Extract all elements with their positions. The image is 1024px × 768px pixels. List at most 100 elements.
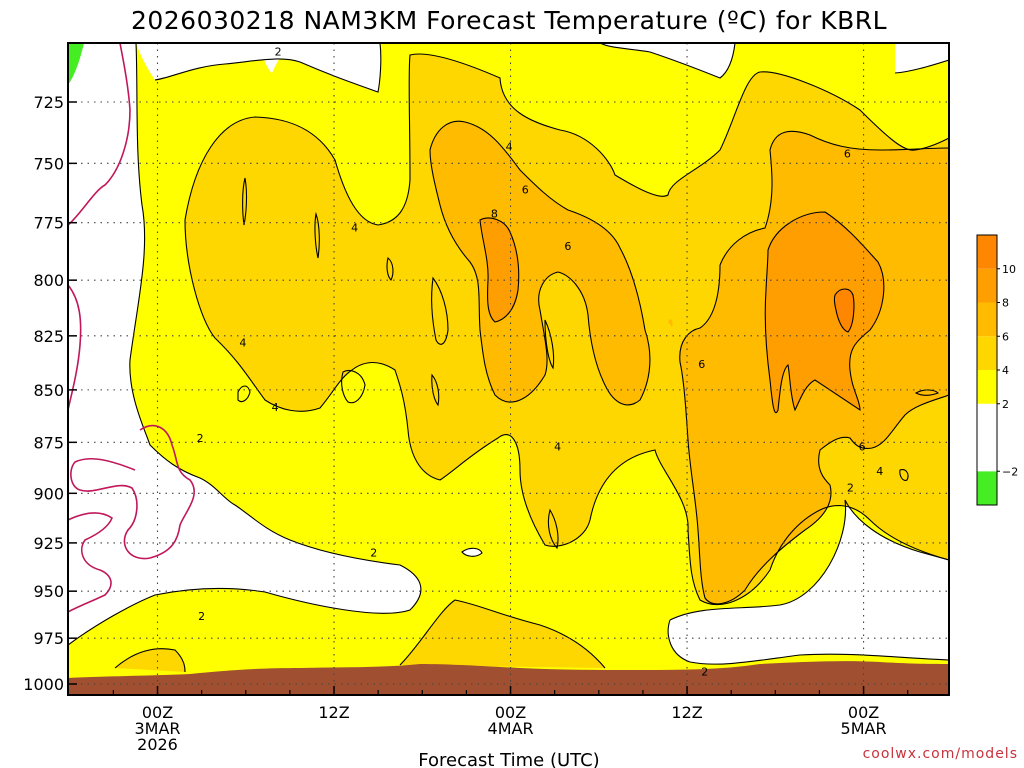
isotherm-small-d: [431, 276, 449, 345]
isotherm-2-speck: [461, 547, 483, 557]
region-below-2-speck: [462, 548, 482, 557]
isotherm-4-bottom: [399, 599, 606, 669]
terrain-surface: [68, 661, 949, 695]
isotherm-2-bottom: [667, 619, 949, 665]
region-10-12-right: [834, 289, 854, 332]
isotherm-6-right: [719, 130, 949, 266]
y-tick-label: 825: [33, 327, 64, 346]
y-tick-label: 925: [33, 534, 64, 553]
y-tick-label: 725: [33, 93, 64, 112]
color-legend: 10 8 6 4 2 −2: [976, 234, 1018, 506]
legend-label: 6: [1002, 330, 1009, 343]
contour-label: 2: [198, 610, 205, 623]
y-tick-label: 950: [33, 582, 64, 601]
contour-label: 6: [698, 358, 705, 371]
contour-label: 4: [506, 140, 513, 153]
isotherm-4-left: [184, 53, 949, 226]
region-below-2-top-b: [130, 43, 381, 92]
y-tick-label: 800: [33, 271, 64, 290]
x-tick-label: 00Z: [495, 703, 526, 722]
legend-swatch: [977, 268, 997, 303]
x-tick-label: 00Z: [142, 703, 173, 722]
isotherm-6-right-lower: [679, 264, 949, 605]
contour-label: 6: [844, 148, 851, 161]
y-tick-label: 900: [33, 484, 64, 503]
legend-label: 8: [1002, 297, 1009, 310]
contour-label: 4: [239, 336, 246, 349]
region-4-6-bottom-left: [115, 648, 185, 672]
isotherm-2-top-d: [894, 59, 949, 74]
contour-label: 8: [491, 207, 498, 220]
y-tick-label: 875: [33, 433, 64, 452]
contour-label: 2: [370, 547, 377, 560]
zero-isotherm-bottom: [68, 512, 113, 613]
y-tick-label: 850: [33, 381, 64, 400]
x-tick-label: 2026: [137, 735, 178, 754]
zero-isotherm-mid: [68, 284, 82, 411]
isotherm-6-mid: [429, 120, 651, 406]
legend-label: 2: [1002, 398, 1009, 411]
plot-area: [68, 43, 949, 695]
isotherm-small-f: [341, 369, 366, 404]
legend-label: −2: [1002, 465, 1018, 478]
region-below-2-right: [668, 500, 949, 665]
legend-swatch: [977, 235, 997, 269]
region-6-8-speck-a: [668, 319, 673, 327]
isotherm-4-bottom-left: [114, 648, 186, 673]
region-below-minus2: [68, 43, 84, 85]
contour-label: 6: [564, 240, 571, 253]
legend-swatch: [977, 471, 997, 505]
credit-text: coolwx.com/models: [863, 746, 1018, 762]
zero-isotherm: [68, 43, 195, 613]
isotherm-10-right: [833, 288, 855, 333]
y-tick-label: 975: [33, 629, 64, 648]
grid-lines: [68, 43, 949, 695]
legend-swatch: [977, 403, 997, 472]
x-tick-label: 5MAR: [841, 719, 887, 738]
region-4-6-bottom: [400, 600, 605, 668]
legend-label: 10: [1002, 263, 1016, 276]
contour-label: 2: [847, 481, 854, 494]
legend-label: 4: [1002, 364, 1009, 377]
legend-swatch: [977, 336, 997, 370]
isotherm-2-top: [154, 43, 382, 93]
legend-swatch: [977, 370, 997, 404]
y-tick-label: 1000: [23, 675, 64, 694]
contour-label: 4: [876, 465, 883, 478]
isotherm-2-left: [68, 43, 422, 646]
isotherm-small-b: [314, 211, 320, 259]
plot-frame: [67, 42, 950, 696]
isotherm-small-j: [899, 469, 909, 481]
region-below-2-left: [68, 43, 421, 645]
legend-swatch: [977, 302, 997, 337]
isotherm-8-right: [764, 211, 885, 413]
isotherm-small-e: [544, 319, 555, 370]
contour-label: 2: [275, 45, 282, 58]
isotherm-4-lower: [184, 219, 949, 606]
region-below-2-top-c: [600, 43, 735, 78]
contour-label: 4: [351, 221, 358, 234]
isotherm-8-mid: [479, 217, 520, 323]
x-axis-title: Forecast Time (UTC): [418, 750, 599, 768]
x-tick-label: 12Z: [318, 703, 349, 722]
isotherm-small-h: [431, 373, 440, 407]
isotherm-small-a: [242, 177, 248, 226]
region-below-2-top-d: [895, 43, 949, 73]
isotherm-2-top-c: [599, 43, 736, 79]
contour-label: 4: [554, 440, 561, 453]
y-axis: 725 750 775 800 825 850 875 900 925 950 975 1000: [23, 93, 77, 694]
region-8-10-mid: [480, 218, 519, 322]
isotherm-2-right: [669, 499, 949, 621]
region-8-10-right: [765, 212, 884, 413]
contour-label: 6: [522, 184, 529, 197]
y-tick-label: 775: [33, 214, 64, 233]
isotherm-lines: [68, 43, 949, 673]
contour-label: 2: [701, 665, 708, 678]
isotherm-small-k: [914, 389, 939, 396]
isotherm-small-g: [237, 385, 251, 403]
zero-isotherm-top: [68, 43, 131, 226]
chart-title: 2026030218 NAM3KM Forecast Temperature (…: [131, 6, 887, 35]
x-tick-label: 00Z: [848, 703, 879, 722]
